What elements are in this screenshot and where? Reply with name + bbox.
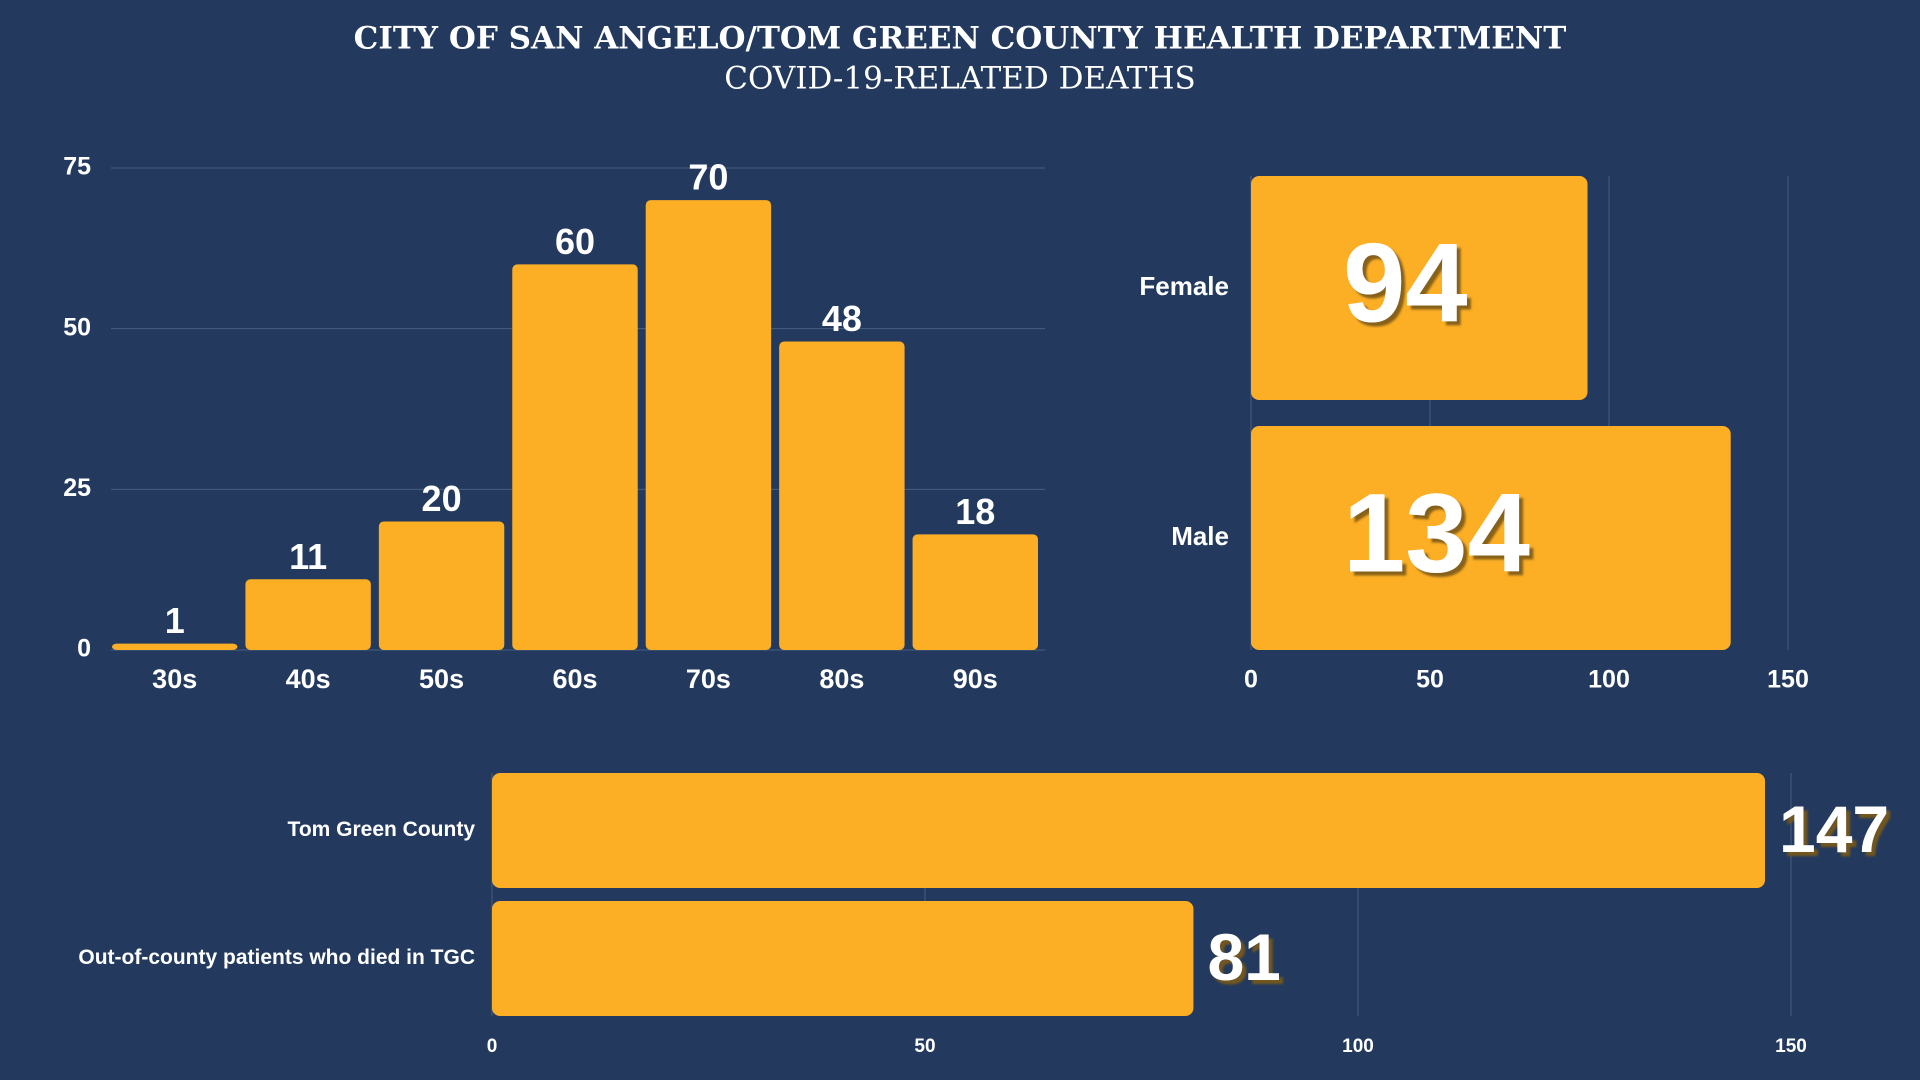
- x-tick-label: 80s: [819, 664, 864, 694]
- value-label: 11: [289, 536, 327, 577]
- x-tick-label: 50: [1416, 666, 1444, 694]
- category-label: Female: [1139, 271, 1229, 301]
- bar: [492, 773, 1766, 888]
- value-label: 94: [1343, 221, 1468, 346]
- y-tick-label: 25: [63, 474, 91, 502]
- title: CITY OF SAN ANGELO/TOM GREEN COUNTY HEAL…: [354, 21, 1567, 57]
- x-tick-label: 50: [914, 1036, 935, 1057]
- x-tick-label: 60s: [552, 664, 597, 694]
- value-label: 1: [165, 600, 185, 641]
- x-tick-label: 70s: [686, 664, 731, 694]
- x-tick-label: 150: [1767, 666, 1809, 694]
- value-label: 134: [1343, 471, 1530, 596]
- category-label: Out-of-county patients who died in TGC: [78, 946, 475, 969]
- bar: [378, 521, 505, 650]
- category-label: Tom Green County: [288, 818, 476, 841]
- y-tick-label: 50: [63, 313, 91, 341]
- bar: [1251, 426, 1731, 650]
- x-tick-label: 150: [1775, 1036, 1807, 1057]
- x-tick-label: 100: [1342, 1036, 1374, 1057]
- x-tick-label: 90s: [953, 664, 998, 694]
- value-label: 20: [422, 478, 462, 519]
- value-label: 70: [688, 157, 728, 198]
- x-tick-label: 40s: [286, 664, 331, 694]
- bar: [245, 579, 371, 650]
- bar: [912, 534, 1038, 650]
- bar: [492, 901, 1194, 1016]
- x-tick-label: 100: [1588, 666, 1630, 694]
- x-tick-label: 30s: [152, 664, 197, 694]
- x-tick-label: 0: [487, 1036, 498, 1057]
- bar: [112, 643, 238, 650]
- x-tick-label: 0: [1244, 666, 1258, 694]
- bar: [1251, 176, 1588, 400]
- value-label: 147: [1779, 792, 1889, 866]
- value-label: 60: [555, 221, 595, 262]
- bar: [512, 264, 638, 650]
- y-tick-label: 75: [63, 153, 91, 181]
- bar: [645, 200, 772, 650]
- subtitle: COVID-19-RELATED DEATHS: [724, 61, 1195, 97]
- bar: [779, 341, 905, 650]
- category-label: Male: [1171, 521, 1229, 551]
- value-label: 48: [822, 298, 862, 339]
- x-tick-label: 50s: [419, 664, 464, 694]
- value-label: 18: [955, 491, 995, 532]
- value-label: 81: [1207, 920, 1280, 994]
- y-tick-label: 0: [77, 635, 91, 663]
